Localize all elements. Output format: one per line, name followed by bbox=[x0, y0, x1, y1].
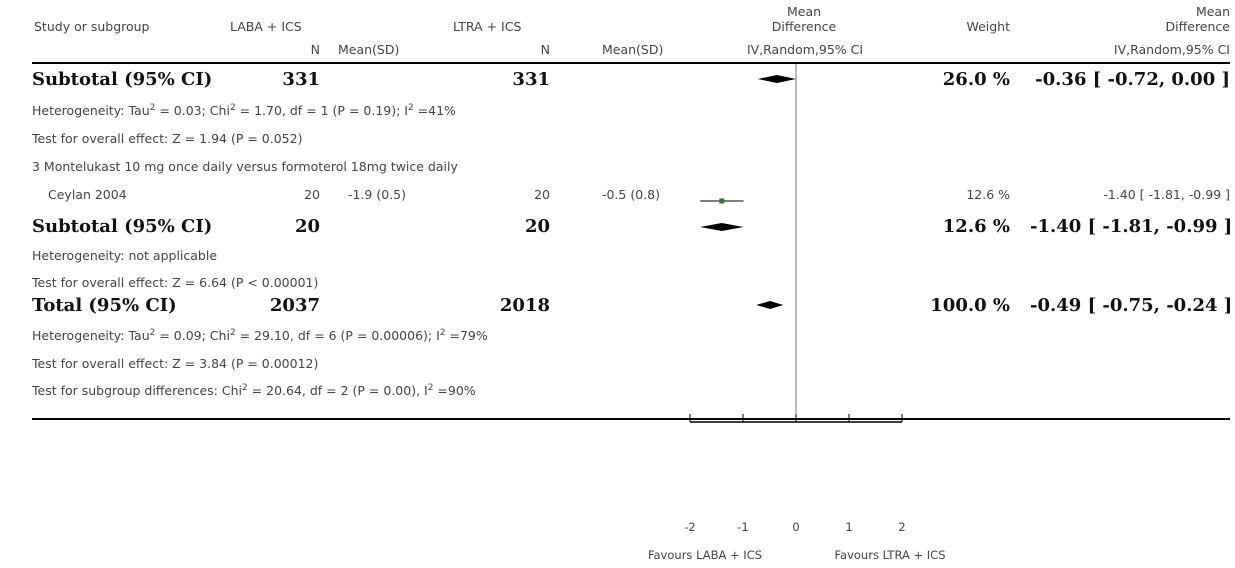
favours-right-label: Favours LTRA + ICS bbox=[834, 548, 946, 562]
total-n1: 2037 bbox=[269, 295, 320, 316]
x-tick-label: 1 bbox=[845, 520, 852, 534]
group3-label: 3 Montelukast 10 mg once daily versus fo… bbox=[32, 159, 458, 174]
total-weight: 100.0 % bbox=[930, 295, 1010, 316]
subgroup-differences: Test for subgroup differences: Chi2 = 20… bbox=[32, 382, 476, 398]
x-tick-label: 2 bbox=[898, 520, 905, 534]
subtotal1-n1: 331 bbox=[282, 69, 320, 90]
header-n1: N bbox=[310, 42, 320, 57]
header-md2-line1: Mean bbox=[1195, 4, 1230, 19]
total-heterogeneity: Heterogeneity: Tau2 = 0.09; Chi2 = 29.10… bbox=[32, 327, 488, 343]
header-msd1: Mean(SD) bbox=[338, 42, 400, 57]
subtotal2-n2: 20 bbox=[524, 216, 550, 237]
study-n1: 20 bbox=[304, 187, 320, 202]
header-ci-plot: IV,Random,95% CI bbox=[746, 42, 864, 57]
subtotal1-label: Subtotal (95% CI) bbox=[32, 69, 213, 90]
total-label: Total (95% CI) bbox=[32, 295, 177, 316]
header-study: Study or subgroup bbox=[34, 19, 150, 34]
subtotal2-ci: -1.40 [ -1.81, -0.99 ] bbox=[1030, 216, 1233, 237]
header-msd2: Mean(SD) bbox=[602, 42, 664, 57]
footer-rule bbox=[32, 418, 1230, 420]
x-tick-label: 0 bbox=[792, 520, 799, 534]
header-group1: LABA + ICS bbox=[230, 19, 302, 34]
study-n2: 20 bbox=[534, 187, 550, 202]
header-md2-line2: Difference bbox=[1165, 19, 1230, 34]
summary-diamond bbox=[700, 223, 744, 231]
header-ci-text: IV,Random,95% CI bbox=[1113, 42, 1230, 57]
total-ci: -0.49 [ -0.75, -0.24 ] bbox=[1030, 295, 1233, 316]
header-md-line1: Mean bbox=[786, 4, 822, 19]
header-weight: Weight bbox=[966, 19, 1010, 34]
total-n2: 2018 bbox=[499, 295, 550, 316]
subtotal2-weight: 12.6 % bbox=[942, 216, 1010, 237]
header-group2: LTRA + ICS bbox=[453, 19, 522, 34]
study-effect-marker bbox=[719, 198, 725, 204]
total-overall-effect: Test for overall effect: Z = 3.84 (P = 0… bbox=[32, 356, 319, 371]
subtotal1-overall-effect: Test for overall effect: Z = 1.94 (P = 0… bbox=[32, 131, 303, 146]
subtotal1-weight: 26.0 % bbox=[942, 69, 1010, 90]
x-tick-label: -2 bbox=[684, 520, 695, 534]
summary-diamond bbox=[756, 301, 784, 309]
favours-left-label: Favours LABA + ICS bbox=[647, 548, 763, 562]
subtotal1-n2: 331 bbox=[512, 69, 550, 90]
header-n2: N bbox=[540, 42, 550, 57]
study-ci: -1.40 [ -1.81, -0.99 ] bbox=[1103, 187, 1230, 202]
study-weight: 12.6 % bbox=[966, 187, 1010, 202]
study-msd1: -1.9 (0.5) bbox=[348, 187, 406, 202]
subtotal2-heterogeneity: Heterogeneity: not applicable bbox=[32, 248, 218, 263]
subtotal1-heterogeneity: Heterogeneity: Tau2 = 0.03; Chi2 = 1.70,… bbox=[32, 102, 456, 118]
subtotal2-label: Subtotal (95% CI) bbox=[32, 216, 213, 237]
header-md-line2: Difference bbox=[771, 19, 837, 34]
subtotal2-n1: 20 bbox=[294, 216, 320, 237]
x-tick-label: -1 bbox=[737, 520, 748, 534]
header-rule bbox=[32, 62, 1230, 64]
summary-diamond bbox=[757, 75, 796, 83]
subtotal1-ci: -0.36 [ -0.72, 0.00 ] bbox=[1035, 69, 1230, 90]
subtotal2-overall-effect: Test for overall effect: Z = 6.64 (P < 0… bbox=[32, 275, 319, 290]
study-msd2: -0.5 (0.8) bbox=[602, 187, 660, 202]
study-ceylan-2004: Ceylan 2004 bbox=[48, 187, 127, 202]
